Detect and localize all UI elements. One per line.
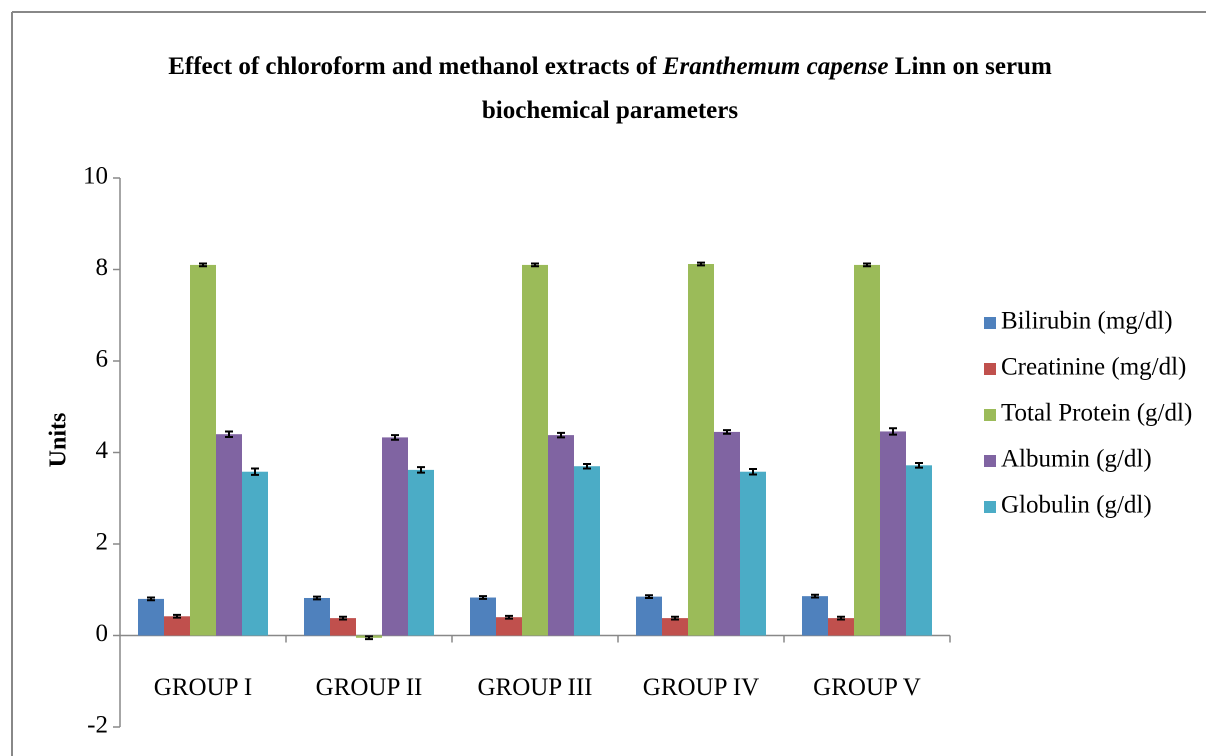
legend-swatch bbox=[984, 455, 996, 467]
error-bar bbox=[505, 614, 513, 620]
bar bbox=[574, 466, 600, 636]
title-run: Effect of chloroform and methanol extrac… bbox=[168, 53, 663, 80]
bar bbox=[714, 431, 740, 636]
error-bar bbox=[173, 613, 181, 619]
chart-title: biochemical parameters bbox=[482, 97, 738, 124]
error-bar bbox=[339, 615, 347, 621]
error-bar bbox=[199, 262, 207, 268]
legend-label: Albumin (g/dl) bbox=[1001, 446, 1152, 473]
bar bbox=[496, 617, 522, 636]
bar bbox=[662, 618, 688, 636]
y-axis-label: Units bbox=[46, 413, 72, 468]
error-bar bbox=[313, 595, 321, 601]
bar bbox=[190, 264, 216, 636]
legend-swatch bbox=[984, 363, 996, 375]
bar bbox=[906, 465, 932, 636]
error-bar bbox=[557, 431, 565, 439]
title-run: biochemical parameters bbox=[482, 97, 738, 124]
error-bar bbox=[671, 615, 679, 621]
legend-label: Creatinine (mg/dl) bbox=[1001, 354, 1186, 381]
x-tick-label: GROUP I bbox=[154, 674, 252, 701]
bar bbox=[828, 618, 854, 636]
error-bar bbox=[583, 462, 591, 470]
bar bbox=[548, 435, 574, 636]
error-bar bbox=[889, 427, 897, 436]
bar bbox=[138, 598, 164, 636]
y-tick-label: -2 bbox=[87, 712, 108, 739]
x-tick-label: GROUP IV bbox=[643, 674, 759, 701]
bar bbox=[470, 597, 496, 636]
legend-label: Bilirubin (mg/dl) bbox=[1001, 308, 1173, 335]
legend-label: Globulin (g/dl) bbox=[1001, 492, 1152, 519]
error-bar bbox=[915, 462, 923, 469]
error-bar bbox=[837, 615, 845, 621]
error-bar bbox=[697, 261, 705, 267]
bar bbox=[688, 264, 714, 636]
y-tick-label: 4 bbox=[96, 437, 109, 464]
error-bar bbox=[479, 595, 487, 600]
x-tick-label: GROUP V bbox=[813, 674, 921, 701]
bar bbox=[408, 469, 434, 636]
title-run: Eranthemum capense bbox=[662, 53, 889, 80]
bar bbox=[330, 618, 356, 636]
error-bar bbox=[251, 467, 259, 476]
bar bbox=[216, 434, 242, 636]
error-bar bbox=[417, 466, 425, 474]
legend-swatch bbox=[984, 409, 996, 421]
bar bbox=[854, 264, 880, 636]
error-bar bbox=[749, 467, 757, 476]
legend-label: Total Protein (g/dl) bbox=[1001, 400, 1192, 427]
error-bar bbox=[225, 430, 233, 438]
y-tick-label: 0 bbox=[96, 620, 109, 647]
bar bbox=[304, 597, 330, 636]
y-tick-label: 2 bbox=[96, 529, 109, 556]
chart-title: Effect of chloroform and methanol extrac… bbox=[168, 53, 1052, 80]
x-tick-label: GROUP II bbox=[316, 674, 423, 701]
error-bar bbox=[723, 429, 731, 435]
bar bbox=[880, 431, 906, 636]
error-bar bbox=[531, 262, 539, 268]
error-bar bbox=[645, 594, 653, 599]
x-tick-label: GROUP III bbox=[477, 674, 592, 701]
y-tick-label: 10 bbox=[83, 163, 108, 190]
y-tick-label: 8 bbox=[96, 254, 109, 281]
bar bbox=[740, 471, 766, 636]
bar bbox=[802, 596, 828, 636]
bar bbox=[242, 471, 268, 636]
y-tick-label: 6 bbox=[96, 346, 109, 373]
bar bbox=[636, 596, 662, 636]
bar bbox=[382, 437, 408, 636]
error-bar bbox=[811, 593, 819, 599]
error-bar bbox=[365, 635, 373, 641]
bar bbox=[522, 264, 548, 636]
error-bar bbox=[863, 262, 871, 268]
error-bar bbox=[391, 434, 399, 441]
bar bbox=[164, 616, 190, 636]
legend-swatch bbox=[984, 317, 996, 329]
legend-swatch bbox=[984, 501, 996, 513]
title-run: Linn on serum bbox=[889, 53, 1052, 80]
error-bar bbox=[147, 596, 155, 602]
